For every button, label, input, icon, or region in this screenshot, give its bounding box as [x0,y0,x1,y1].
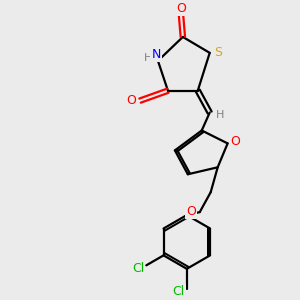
Text: O: O [176,2,186,15]
Text: H: H [144,53,152,63]
Text: N: N [151,48,161,61]
Text: H: H [215,110,224,120]
Text: Cl: Cl [132,262,145,275]
Text: O: O [186,205,196,218]
Text: Cl: Cl [173,285,185,298]
Text: O: O [231,135,241,148]
Text: S: S [214,46,222,59]
Text: O: O [126,94,136,107]
